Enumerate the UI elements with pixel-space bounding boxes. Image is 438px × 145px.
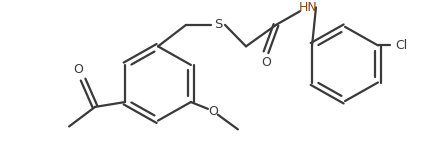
Text: O: O: [73, 63, 83, 76]
Text: O: O: [208, 105, 218, 118]
Text: Cl: Cl: [395, 39, 407, 52]
Text: O: O: [261, 56, 271, 68]
Text: HN: HN: [299, 1, 318, 14]
Text: S: S: [214, 18, 222, 31]
